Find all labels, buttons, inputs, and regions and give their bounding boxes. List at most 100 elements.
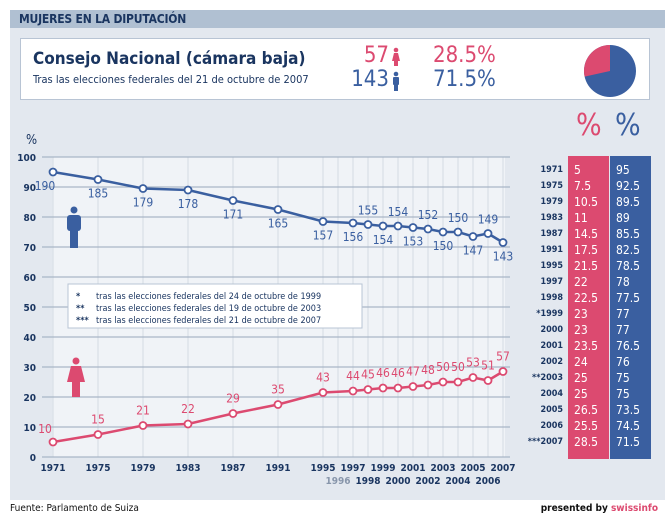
men-data-point <box>228 196 238 205</box>
woman-icon <box>392 47 400 66</box>
women-count-label: 46 <box>376 366 390 380</box>
men-data-point <box>468 232 478 241</box>
table-row: 2006 25.5 74.5 <box>500 419 660 435</box>
women-count-label: 45 <box>361 368 375 382</box>
row-men-pct: 76 <box>616 355 630 369</box>
women-data-point <box>348 386 358 396</box>
men-count-label: 150 <box>433 239 454 253</box>
x-tick-label: 1991 <box>265 463 290 474</box>
table-row: ***2007 28.5 71.5 <box>500 435 660 451</box>
men-count-label: 156 <box>343 230 364 244</box>
men-data-point <box>378 221 388 231</box>
women-count-label: 21 <box>136 404 150 418</box>
men-count-label: 154 <box>388 205 409 219</box>
men-data-point <box>483 229 493 238</box>
women-count-label: 48 <box>421 363 435 377</box>
row-men-pct: 75 <box>616 387 630 401</box>
row-women-pct: 17.5 <box>574 243 599 257</box>
x-tick-label: 1997 <box>340 463 365 474</box>
table-row: 1975 7.5 92.5 <box>500 179 660 195</box>
x-tick-label: 1979 <box>130 463 155 474</box>
row-men-pct: 74.5 <box>616 419 641 433</box>
y-tick-label: 100 <box>17 153 36 164</box>
footnote-text: tras las elecciones federales del 19 de … <box>96 304 321 314</box>
x-tick-label: 1995 <box>310 463 335 474</box>
header-title: MUJERES EN LA DIPUTACIÓN <box>19 12 187 26</box>
footnote-marker: ** <box>76 304 85 314</box>
women-count-label: 35 <box>271 383 285 397</box>
row-women-pct: 5 <box>574 163 581 177</box>
man-icon <box>393 71 399 91</box>
men-data-point <box>498 238 508 247</box>
women-data-point <box>363 385 373 394</box>
men-count-label: 154 <box>373 233 394 247</box>
presented-by: presented by swissinfo <box>541 503 658 514</box>
men-data-point <box>273 205 283 214</box>
table-row: 2004 25 75 <box>500 387 660 403</box>
women-count-label: 47 <box>406 365 420 379</box>
footnote-legend: * tras las elecciones federales del 24 de… <box>67 283 363 329</box>
table-row: 1998 22.5 77.5 <box>500 291 660 307</box>
men-data-point <box>408 223 418 232</box>
men-data-point <box>393 221 403 231</box>
women-percent-header: % <box>576 108 602 143</box>
row-year: **2003 <box>532 373 563 383</box>
row-year: 2002 <box>540 357 563 367</box>
table-row: 2000 23 77 <box>500 323 660 339</box>
row-year: 1975 <box>540 181 563 191</box>
table-row: 1991 17.5 82.5 <box>500 243 660 259</box>
row-year: 2005 <box>540 405 563 415</box>
row-women-pct: 14.5 <box>574 227 599 241</box>
table-row: 1971 5 95 <box>500 163 660 179</box>
table-row: 2005 26.5 73.5 <box>500 403 660 419</box>
y-tick-label: 10 <box>23 423 36 434</box>
row-year: 2000 <box>540 325 563 335</box>
summary-title: Consejo Nacional (cámara baja) <box>33 49 306 69</box>
men-count-label: 147 <box>463 244 484 258</box>
x-tick-label: 1975 <box>85 463 110 474</box>
row-year: 1995 <box>540 261 563 271</box>
row-women-pct: 25.5 <box>574 419 599 433</box>
summary-subtitle: Tras las elecciones federales del 21 de … <box>33 73 309 86</box>
row-men-pct: 78.5 <box>616 259 641 273</box>
y-tick-label: 60 <box>23 273 36 284</box>
source-note: Fuente: Parlamento de Suiza <box>10 503 139 514</box>
men-data-point <box>93 175 103 184</box>
women-data-point <box>483 376 493 385</box>
women-percent: 28.5% <box>433 43 496 68</box>
women-count-label: 15 <box>91 413 105 427</box>
women-data-point <box>393 383 403 393</box>
men-data-point <box>318 217 328 226</box>
row-women-pct: 26.5 <box>574 403 599 417</box>
women-data-point <box>138 421 148 430</box>
row-men-pct: 75 <box>616 371 630 385</box>
table-row: 1987 14.5 85.5 <box>500 227 660 243</box>
row-men-pct: 73.5 <box>616 403 641 417</box>
row-men-pct: 77 <box>616 307 630 321</box>
x-tick-label: 2001 <box>400 463 425 474</box>
men-data-point <box>363 220 373 229</box>
women-data-point <box>468 373 478 382</box>
women-data-point <box>453 377 463 387</box>
men-count-label: 179 <box>133 196 154 210</box>
y-tick-label: 40 <box>23 333 36 344</box>
man-figure-icon <box>67 206 81 248</box>
row-women-pct: 23.5 <box>574 339 599 353</box>
row-women-pct: 23 <box>574 307 588 321</box>
row-year: 1991 <box>540 245 563 255</box>
row-women-pct: 22.5 <box>574 291 599 305</box>
women-data-point <box>273 400 283 409</box>
women-count-label: 44 <box>346 369 360 383</box>
swissinfo-brand[interactable]: swissinfo <box>610 503 658 514</box>
y-tick-label: 50 <box>23 303 36 314</box>
women-count-label: 53 <box>466 356 480 370</box>
women-data-point <box>48 437 58 447</box>
y-tick-label: 20 <box>23 393 36 404</box>
row-men-pct: 77 <box>616 323 630 337</box>
row-women-pct: 25 <box>574 371 588 385</box>
row-women-pct: 28.5 <box>574 435 599 449</box>
y-tick-label: 80 <box>23 213 36 224</box>
women-data-point <box>228 409 238 418</box>
row-year: 1987 <box>540 229 563 239</box>
row-year: 1971 <box>540 165 563 175</box>
